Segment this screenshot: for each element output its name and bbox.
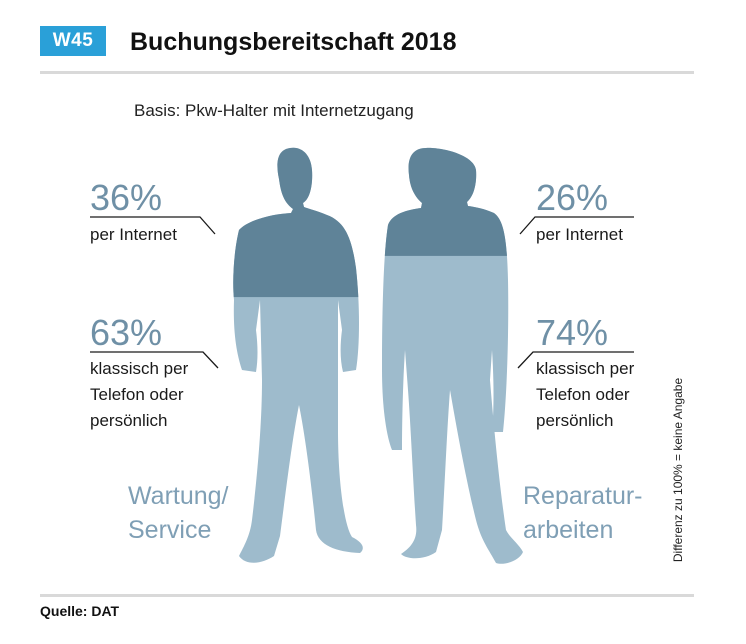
right-classic-label-line2: Telefon oder: [536, 385, 630, 404]
left-classic-label-line1: klassisch per: [90, 359, 189, 378]
figure-reparatur-internet-segment: [382, 147, 523, 256]
footnote-text: Differenz zu 100% = keine Angabe: [671, 377, 685, 563]
left-classic-label-line2: Telefon oder: [90, 385, 184, 404]
right-category-line1: Reparatur-: [523, 482, 643, 510]
left-category-line1: Wartung/: [128, 482, 229, 510]
leader-right-classic: [517, 351, 634, 369]
left-category-line2: Service: [128, 516, 212, 544]
leader-right-internet: [519, 216, 634, 235]
right-internet-value: 26%: [536, 177, 609, 218]
figure-reparatur: [382, 147, 523, 564]
footer-divider: [40, 594, 694, 597]
left-classic-label-line3: persönlich: [90, 411, 168, 430]
header-divider: [40, 71, 694, 74]
left-internet-label: per Internet: [90, 225, 177, 244]
source-note: Quelle: DAT: [40, 603, 120, 619]
leader-left-classic: [90, 351, 219, 369]
left-internet-value: 36%: [90, 177, 163, 218]
right-classic-label-line1: klassisch per: [536, 359, 635, 378]
right-internet-label: per Internet: [536, 225, 623, 244]
footnote-vertical: Differenz zu 100% = keine Angabe: [668, 365, 688, 575]
chart-title: Buchungsbereitschaft 2018: [130, 28, 457, 56]
chart-id-badge: W45: [40, 26, 106, 56]
right-classic-label-line3: persönlich: [536, 411, 614, 430]
chart-subtitle: Basis: Pkw-Halter mit Internetzugang: [134, 101, 414, 120]
right-category-line2: arbeiten: [523, 516, 614, 544]
figure-wartung-internet-segment: [233, 147, 363, 298]
left-classic-value: 63%: [90, 312, 163, 353]
figure-wartung: [233, 147, 363, 563]
leader-left-internet: [90, 216, 216, 235]
right-classic-value: 74%: [536, 312, 609, 353]
